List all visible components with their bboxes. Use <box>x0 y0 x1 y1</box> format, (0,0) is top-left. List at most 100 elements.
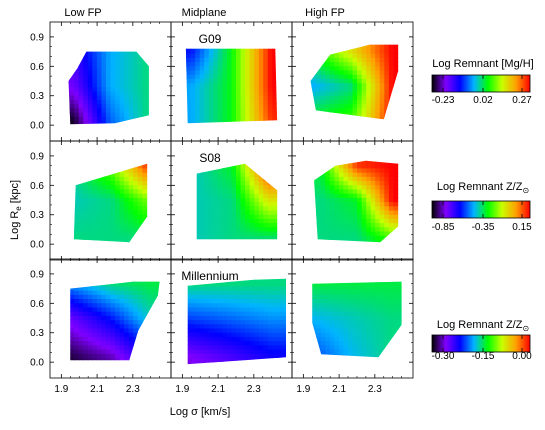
heatmap-cell <box>311 99 317 105</box>
heatmap-cell <box>128 311 134 316</box>
heatmap-cell <box>56 273 61 278</box>
heatmap-cell <box>339 366 344 371</box>
heatmap-cell <box>343 332 349 337</box>
heatmap-cell <box>68 78 71 84</box>
heatmap-cell <box>375 107 381 113</box>
heatmap-cell <box>329 239 335 243</box>
heatmap-cell <box>303 328 308 333</box>
heatmap-cell <box>314 201 317 207</box>
heatmap-cell <box>56 227 61 232</box>
heatmap-cell <box>249 188 255 194</box>
heatmap-cell <box>272 332 278 337</box>
heatmap-cell <box>226 61 233 67</box>
heatmap-cell <box>303 66 308 71</box>
heatmap-cell <box>366 36 371 41</box>
heatmap-cell <box>258 120 264 124</box>
heatmap-cell <box>222 285 228 291</box>
heatmap-cell <box>370 188 376 194</box>
heatmap-cell <box>156 214 161 219</box>
heatmap-cell <box>334 180 340 186</box>
heatmap-cell <box>329 214 335 219</box>
heatmap-cell <box>87 65 93 71</box>
heatmap-cell <box>182 159 187 164</box>
heatmap-cell <box>199 319 205 325</box>
heatmap-cell <box>83 74 89 79</box>
heatmap-cell <box>128 315 134 321</box>
heatmap-cell <box>147 244 152 249</box>
heatmap-cell <box>56 112 61 117</box>
heatmap-cell <box>208 218 214 224</box>
heatmap-cell <box>78 51 84 54</box>
heatmap-cell <box>334 281 340 287</box>
heatmap-cell <box>133 57 139 63</box>
heatmap-cell <box>160 66 165 71</box>
heatmap-cell <box>226 340 233 346</box>
heatmap-cell <box>110 323 116 329</box>
heatmap-cell <box>258 235 264 240</box>
heatmap-cell <box>124 125 129 130</box>
heatmap-cell <box>263 129 268 134</box>
heatmap-cell <box>325 298 331 304</box>
heatmap-cell <box>124 336 130 342</box>
heatmap-cell <box>375 209 381 215</box>
heatmap-cell <box>281 357 286 363</box>
heatmap-cell <box>254 361 260 365</box>
heatmap-cell <box>334 298 340 304</box>
heatmap-cell <box>254 111 260 117</box>
heatmap-cell <box>259 40 264 45</box>
heatmap-cell <box>307 164 312 169</box>
heatmap-cell <box>343 362 348 367</box>
heatmap-cell <box>334 323 340 329</box>
heatmap-cell <box>137 163 143 169</box>
heatmap-cell <box>74 273 79 278</box>
heatmap-cell <box>338 197 345 203</box>
heatmap-cell <box>119 172 125 177</box>
heatmap-cell <box>156 273 161 278</box>
heatmap-cell <box>213 281 219 287</box>
heatmap-cell <box>137 176 143 182</box>
heatmap-cell <box>298 176 303 181</box>
heatmap-cell <box>263 197 269 203</box>
heatmap-cell <box>222 53 228 58</box>
heatmap-cell <box>320 107 326 113</box>
heatmap-cell <box>87 172 93 177</box>
heatmap-cell <box>160 197 165 202</box>
heatmap-cell <box>339 244 344 249</box>
heatmap-cell <box>236 235 242 240</box>
heatmap-cell <box>240 285 246 291</box>
heatmap-cell <box>110 340 116 346</box>
heatmap-cell <box>226 336 233 342</box>
heatmap-cell <box>146 218 148 224</box>
heatmap-cell <box>245 222 251 228</box>
heatmap-cell <box>119 357 125 361</box>
heatmap-cell <box>65 235 70 240</box>
heatmap-cell <box>105 51 112 54</box>
heatmap-cell <box>348 248 353 253</box>
heatmap-cell <box>267 230 273 236</box>
heatmap-cell <box>61 202 66 207</box>
heatmap-cell <box>191 239 196 244</box>
heatmap-cell <box>276 306 283 312</box>
heatmap-cell <box>137 218 143 224</box>
heatmap-cell <box>303 176 308 181</box>
heatmap-cell <box>156 108 161 113</box>
heatmap-cell <box>185 103 187 109</box>
heatmap-cell <box>320 235 326 240</box>
heatmap-cell <box>338 90 345 96</box>
heatmap-cell <box>347 311 354 316</box>
heatmap-cell <box>74 311 80 316</box>
heatmap-cell <box>245 32 250 37</box>
heatmap-cell <box>226 214 233 219</box>
heatmap-cell <box>222 78 228 84</box>
heatmap-cell <box>329 353 335 358</box>
heatmap-cell <box>397 218 399 224</box>
heatmap-cell <box>96 290 103 295</box>
heatmap-cell <box>204 361 210 365</box>
heatmap-cell <box>187 327 192 333</box>
heatmap-cell <box>128 230 134 236</box>
heatmap-cell <box>236 48 242 54</box>
heatmap-cell <box>78 235 84 240</box>
heatmap-cell <box>366 218 372 224</box>
heatmap-cell <box>87 103 93 109</box>
heatmap-cell <box>281 164 286 169</box>
